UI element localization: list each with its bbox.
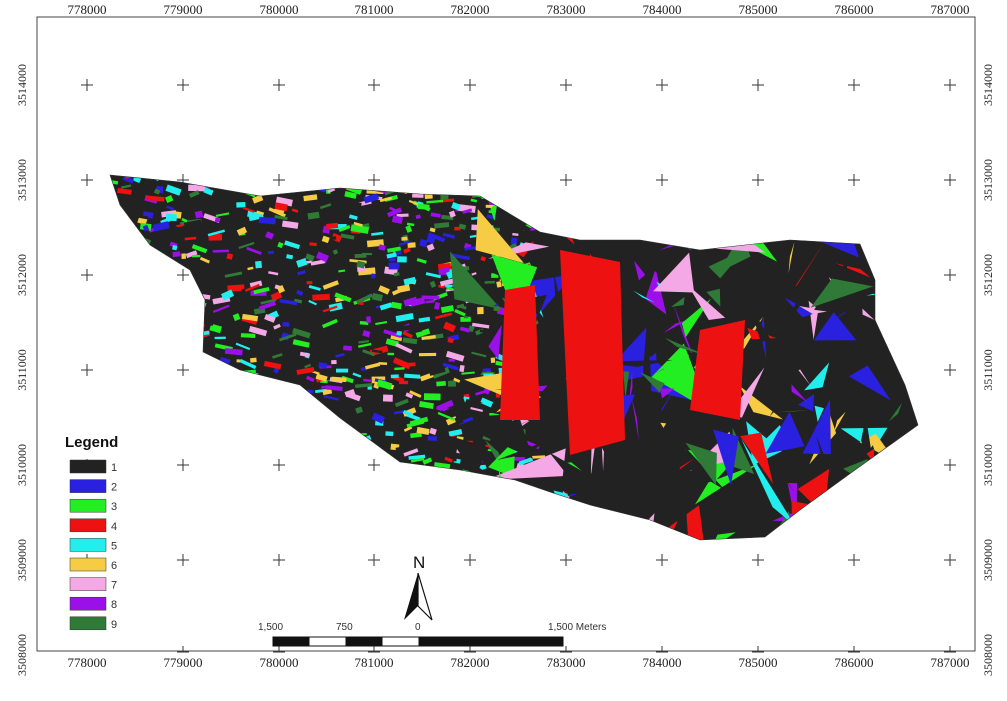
scale-bar: 1,500 750 0 1,500 Meters <box>258 622 606 647</box>
x-tick-label-bottom: 787000 <box>931 655 970 670</box>
x-tick-label-bottom: 786000 <box>835 655 874 670</box>
legend-label: 9 <box>111 619 117 631</box>
north-arrow-icon <box>404 573 418 620</box>
y-tick-label-right: 3509000 <box>981 539 995 581</box>
legend-title: Legend <box>65 434 118 451</box>
legend-label: 1 <box>111 462 117 474</box>
x-tick-label-top: 787000 <box>931 2 970 17</box>
legend-swatch <box>69 479 107 493</box>
x-tick-label-top: 786000 <box>835 2 874 17</box>
x-axis-top-labels: 778000 779000 780000 781000 782000 783000 7840… <box>68 2 970 17</box>
legend-swatch <box>69 616 107 631</box>
legend-swatch <box>69 538 107 552</box>
y-tick-label-right: 3514000 <box>981 64 995 106</box>
y-tick-label-right: 3512000 <box>981 254 995 296</box>
y-tick-label-right: 3511000 <box>981 349 995 391</box>
y-tick-label-right: 3510000 <box>981 444 995 486</box>
x-tick-label-bottom: 780000 <box>260 655 299 670</box>
scale-label-left: 1,500 <box>258 622 283 633</box>
legend-label: 5 <box>111 540 117 552</box>
y-axis-left-labels: 3514000 3513000 3512000 3511000 3510000 35090… <box>15 64 29 676</box>
north-arrow-label: N <box>413 553 425 572</box>
x-tick-label-top: 784000 <box>643 2 682 17</box>
legend-label: 7 <box>111 580 117 592</box>
x-tick-label-bottom: 778000 <box>68 655 107 670</box>
legend-label: 4 <box>111 521 117 533</box>
x-tick-label-bottom: 784000 <box>643 655 682 670</box>
legend-swatch <box>69 518 107 533</box>
y-tick-label-left: 3514000 <box>15 64 29 106</box>
legend-swatch <box>69 459 107 474</box>
legend-swatch <box>69 596 107 611</box>
x-tick-label-bottom: 785000 <box>739 655 778 670</box>
x-tick-label-top: 783000 <box>547 2 586 17</box>
x-tick-label-bottom: 783000 <box>547 655 586 670</box>
legend-swatch <box>69 557 107 572</box>
x-tick-label-bottom: 779000 <box>164 655 203 670</box>
y-tick-label-right: 3513000 <box>981 159 995 201</box>
x-tick-label-top: 780000 <box>260 2 299 17</box>
north-arrow: N <box>404 553 433 621</box>
y-tick-label-left: 3511000 <box>15 349 29 391</box>
legend: Legend 1 2 3 4 5 6 7 8 9 <box>65 434 118 631</box>
y-tick-label-right: 3508000 <box>981 634 995 676</box>
x-tick-label-top: 778000 <box>68 2 107 17</box>
legend-swatch <box>69 577 107 591</box>
x-tick-label-top: 785000 <box>739 2 778 17</box>
scale-label-zero: 0 <box>415 622 421 633</box>
x-tick-label-top: 782000 <box>451 2 490 17</box>
scale-label-right: 1,500 Meters <box>548 622 606 633</box>
x-tick-label-bottom: 781000 <box>355 655 394 670</box>
y-tick-label-left: 3508000 <box>15 634 29 676</box>
y-axis-right-labels: 3514000 3513000 3512000 3511000 3510000 35090… <box>981 64 995 676</box>
x-tick-label-top: 781000 <box>355 2 394 17</box>
y-tick-label-left: 3512000 <box>15 254 29 296</box>
y-tick-label-left: 3513000 <box>15 159 29 201</box>
y-tick-label-left: 3510000 <box>15 444 29 486</box>
north-arrow-icon-right <box>417 572 433 621</box>
legend-label: 6 <box>111 560 117 572</box>
y-tick-label-left: 3509000 <box>15 539 29 581</box>
x-tick-label-top: 779000 <box>164 2 203 17</box>
x-axis-bottom-labels: 778000 779000 780000 781000 782000 783000 7840… <box>68 655 970 670</box>
legend-label: 2 <box>111 482 117 494</box>
legend-swatch <box>69 498 107 513</box>
scale-label-mid: 750 <box>336 622 353 633</box>
x-tick-label-bottom: 782000 <box>451 655 490 670</box>
legend-label: 8 <box>111 599 117 611</box>
legend-label: 3 <box>111 501 117 513</box>
